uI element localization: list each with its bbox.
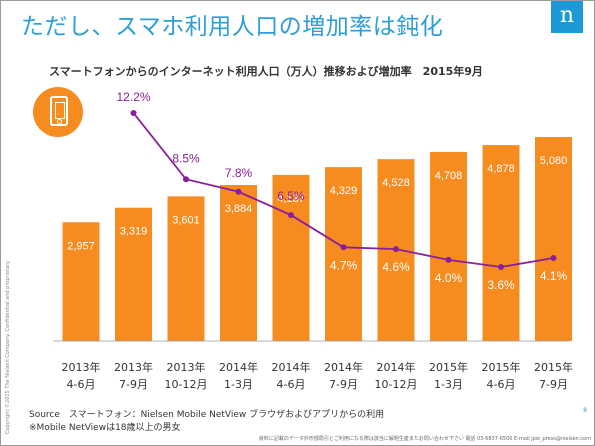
bar-0 (62, 222, 100, 341)
bar-value-label-4: 4,137 (277, 193, 305, 205)
x-tick-label-months-6: 10-12月 (375, 378, 418, 391)
x-tick-label-months-7: 1-3月 (434, 378, 463, 391)
bar-5 (325, 167, 362, 341)
bar-value-label-2: 3,601 (172, 214, 200, 226)
footer-note: 資料に記載のデータ外形部局引とご利用になる際は該当に解題生産またお問い合わせ下さ… (258, 436, 591, 442)
bar-value-label-0: 2,957 (67, 240, 95, 252)
bar-4 (272, 174, 310, 341)
x-tick-label-months-9: 7-9月 (539, 378, 568, 391)
bar-9 (535, 137, 572, 341)
growth-rate-label-3: 7.8% (225, 166, 253, 180)
smartphone-icon (33, 87, 83, 137)
x-tick-label-months-4: 4-6月 (277, 378, 306, 391)
footnote: ※Mobile NetViewは18歳以上の男女 (29, 423, 181, 433)
growth-rate-point-1 (130, 110, 137, 116)
bar-value-label-8: 4,878 (487, 163, 515, 175)
bar-value-label-6: 4,528 (382, 177, 410, 189)
bar-8 (482, 145, 520, 341)
growth-rate-point-9 (550, 255, 557, 262)
x-tick-label-year-0: 2013年 (62, 360, 101, 374)
bar-value-label-3: 3,884 (225, 203, 253, 215)
slide-title: ただし、スマホ利用人口の増加率は鈍化 (21, 14, 444, 40)
bar-3 (220, 185, 257, 341)
growth-rate-point-5 (340, 244, 347, 251)
bar-2 (167, 196, 205, 341)
x-tick-label-months-5: 7-9月 (329, 378, 358, 391)
growth-rate-label-6: 4.6% (382, 260, 410, 274)
x-tick-label-year-6: 2014年 (377, 360, 416, 374)
x-tick-label-months-2: 10-12月 (165, 378, 208, 391)
growth-rate-label-2: 8.5% (172, 151, 200, 165)
chart-title: スマートフォンからのインターネット利用人口（万人）推移および増加率 2015年9… (49, 65, 483, 78)
growth-rate-point-4 (288, 212, 294, 219)
bar-7 (430, 151, 467, 341)
source-note: Source スマートフォン：Nielsen Mobile NetView ブラ… (29, 410, 385, 420)
x-tick-label-year-2: 2013年 (167, 360, 206, 374)
nielsen-logo-icon: n (551, 1, 583, 33)
growth-rate-label-5: 4.7% (330, 258, 358, 272)
growth-rate-point-8 (498, 264, 504, 270)
bar-value-label-1: 3,319 (120, 226, 148, 238)
growth-rate-label-4: 6.5% (277, 189, 305, 203)
x-tick-label-year-1: 2013年 (114, 360, 153, 374)
growth-rate-point-3 (235, 188, 242, 195)
growth-rate-point-7 (445, 256, 452, 263)
growth-rate-label-7: 4.0% (435, 271, 463, 285)
chart: 2,957 3,319 3,601 3,884 4,137 4,329 4,528 4,708… (53, 90, 573, 391)
growth-rate-point-6 (393, 246, 399, 253)
growth-rate-label-9: 4.1% (540, 269, 568, 283)
x-tick-label-year-9: 2015年 (534, 360, 573, 374)
x-tick-label-year-7: 2015年 (429, 360, 468, 374)
x-tick-label-year-5: 2014年 (324, 360, 363, 374)
bar-1 (115, 207, 152, 341)
bar-value-label-9: 5,080 (540, 155, 568, 167)
growth-rate-label-1: 12.2% (116, 90, 150, 104)
x-tick-label-months-3: 1-3月 (224, 378, 253, 391)
x-tick-label-year-8: 2015年 (482, 360, 521, 374)
x-tick-label-months-0: 4-6月 (67, 378, 96, 391)
bar-value-label-7: 4,708 (435, 170, 463, 182)
growth-rate-point-2 (183, 176, 189, 183)
page-number: 8 (583, 407, 587, 414)
growth-rate-label-8: 3.6% (487, 278, 515, 292)
bar-value-label-5: 4,329 (330, 185, 358, 197)
x-tick-label-months-1: 7-9月 (119, 378, 148, 391)
x-tick-label-months-8: 4-6月 (487, 378, 516, 391)
copyright-note: Copyright ©2015 The Nielsen Company. Con… (5, 260, 11, 434)
x-tick-label-year-4: 2014年 (272, 360, 311, 374)
x-tick-label-year-3: 2014年 (219, 360, 258, 374)
